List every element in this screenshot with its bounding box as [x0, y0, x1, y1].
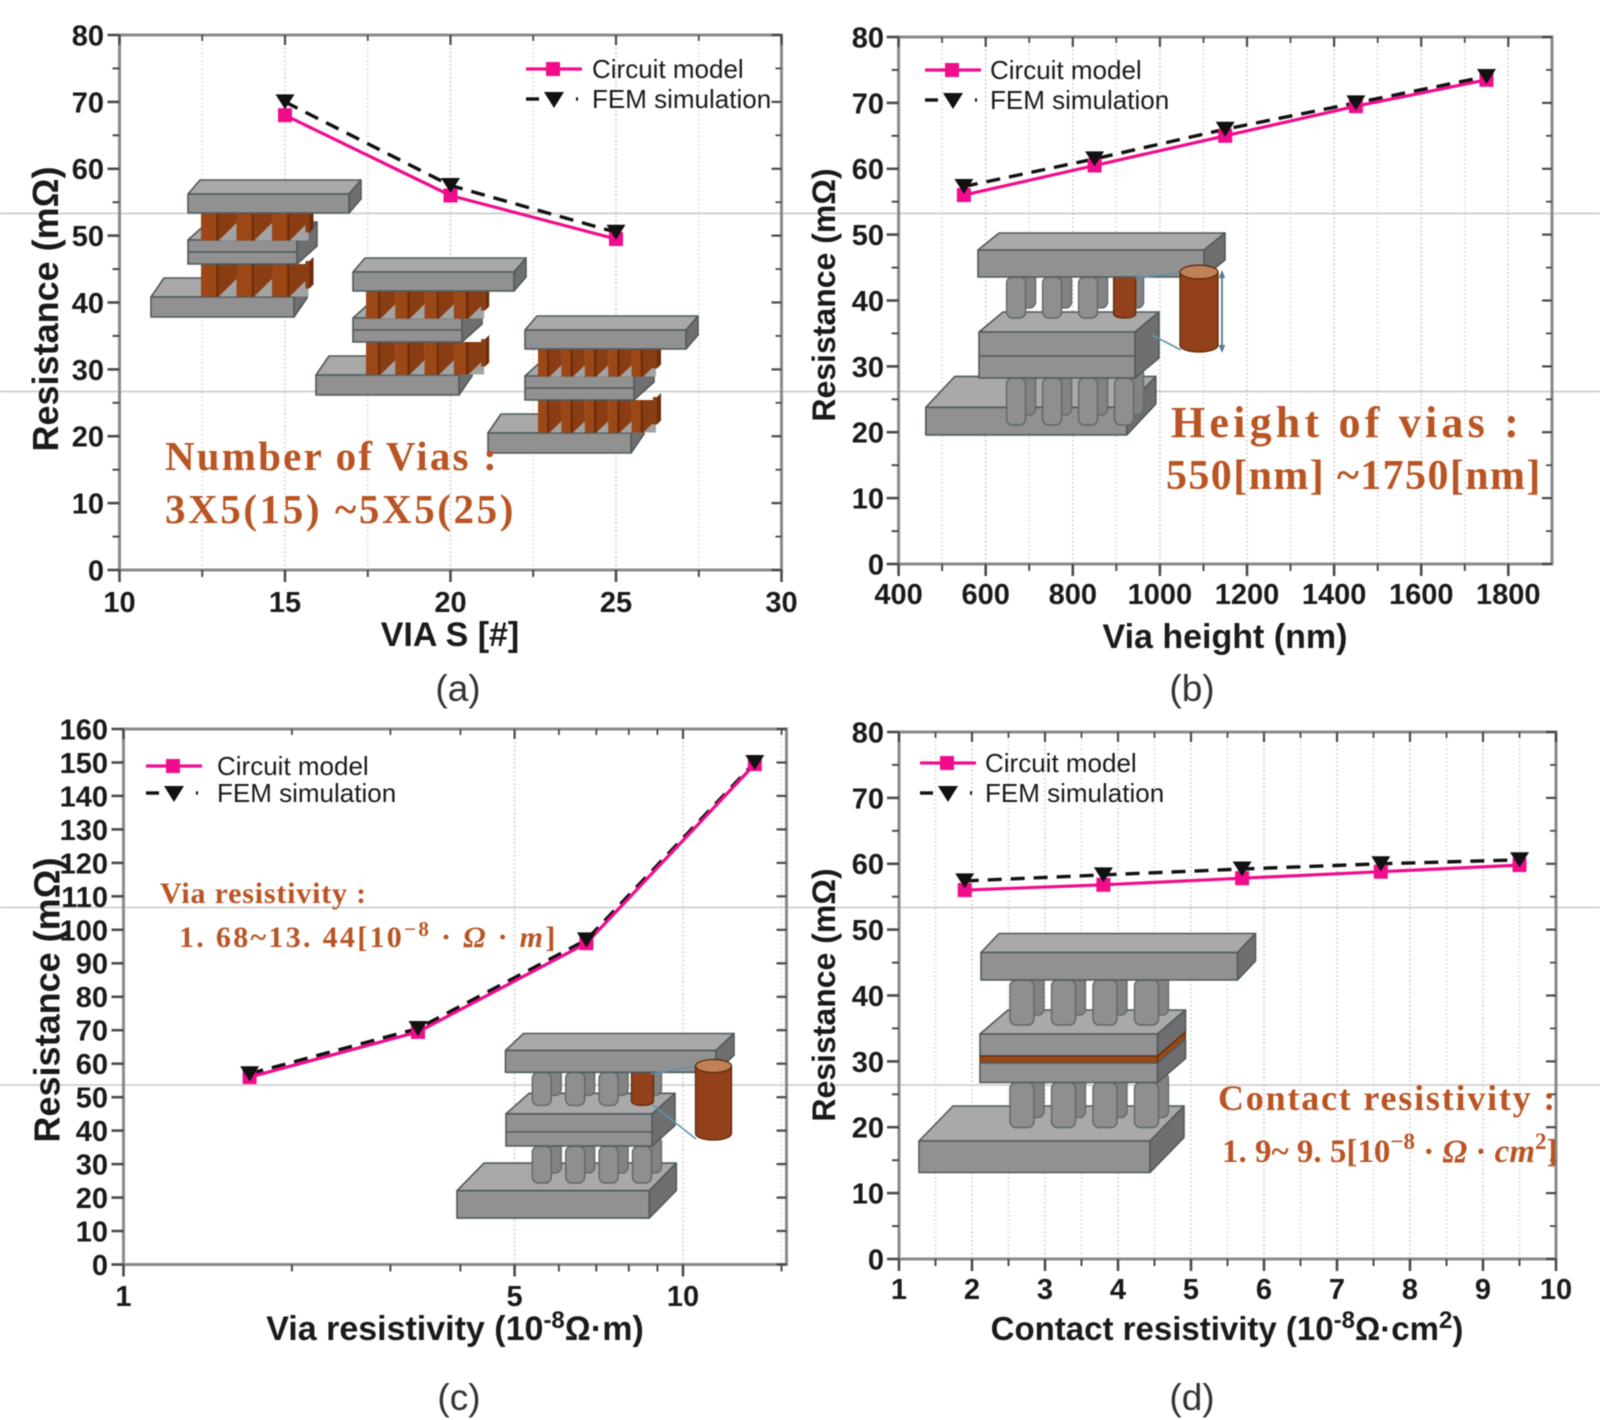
svg-text:1000: 1000	[1128, 579, 1193, 611]
svg-text:FEM simulation: FEM simulation	[217, 778, 396, 808]
svg-text:600: 600	[962, 579, 1010, 611]
svg-text:40: 40	[72, 288, 104, 320]
svg-text:120: 120	[60, 848, 108, 880]
svg-text:160: 160	[60, 714, 108, 746]
svg-text:Height of vias :: Height of vias :	[1171, 398, 1523, 447]
svg-text:Contact resistivity (10-8Ω·cm2: Contact resistivity (10-8Ω·cm2)	[991, 1307, 1464, 1347]
svg-text:50: 50	[852, 915, 884, 947]
svg-text:(d): (d)	[1169, 1377, 1214, 1418]
svg-text:(b): (b)	[1169, 668, 1214, 709]
svg-text:Circuit model: Circuit model	[990, 55, 1142, 85]
svg-text:80: 80	[852, 22, 884, 54]
svg-text:70: 70	[72, 87, 104, 119]
svg-text:Circuit model: Circuit model	[985, 748, 1137, 778]
svg-text:70: 70	[852, 783, 884, 815]
svg-text:80: 80	[852, 717, 884, 749]
svg-text:25: 25	[600, 587, 632, 619]
svg-text:9: 9	[1475, 1274, 1491, 1306]
svg-text:400: 400	[874, 579, 922, 611]
svg-text:60: 60	[72, 154, 104, 186]
svg-text:1: 1	[891, 1274, 907, 1306]
svg-text:20: 20	[434, 587, 466, 619]
svg-text:100: 100	[60, 915, 108, 947]
svg-text:1400: 1400	[1302, 579, 1367, 611]
svg-text:70: 70	[852, 88, 884, 120]
svg-text:15: 15	[269, 587, 301, 619]
svg-text:Via height (nm): Via height (nm)	[1103, 618, 1348, 656]
svg-text:6: 6	[1256, 1274, 1272, 1306]
svg-text:30: 30	[852, 1047, 884, 1079]
svg-text:FEM simulation: FEM simulation	[592, 84, 771, 114]
svg-text:5: 5	[507, 1281, 523, 1313]
svg-text:150: 150	[60, 748, 108, 780]
svg-text:8: 8	[1402, 1274, 1418, 1306]
svg-text:2: 2	[964, 1274, 980, 1306]
svg-text:VIA S [#]: VIA S [#]	[381, 616, 520, 654]
svg-text:(c): (c)	[437, 1377, 480, 1418]
svg-text:7: 7	[1329, 1274, 1345, 1306]
svg-text:30: 30	[72, 355, 104, 387]
svg-text:10: 10	[667, 1281, 699, 1313]
svg-text:10: 10	[1540, 1274, 1572, 1306]
svg-text:70: 70	[76, 1016, 108, 1048]
svg-text:20: 20	[72, 422, 104, 454]
svg-text:40: 40	[76, 1116, 108, 1148]
svg-text:20: 20	[852, 1113, 884, 1145]
svg-text:0: 0	[868, 549, 884, 581]
svg-text:Circuit model: Circuit model	[592, 54, 744, 84]
svg-text:80: 80	[72, 20, 104, 52]
svg-text:FEM simulation: FEM simulation	[990, 85, 1169, 115]
svg-text:0: 0	[88, 555, 104, 587]
svg-text:80: 80	[76, 982, 108, 1014]
svg-text:Number of Vias :: Number of Vias :	[165, 433, 499, 479]
svg-text:1. 9~ 9. 5[10−8 · Ω · cm2]: 1. 9~ 9. 5[10−8 · Ω · cm2]	[1222, 1129, 1558, 1170]
svg-text:20: 20	[852, 418, 884, 450]
svg-text:30: 30	[852, 352, 884, 384]
svg-text:Via resistivity :: Via resistivity :	[160, 877, 367, 910]
svg-text:40: 40	[852, 981, 884, 1013]
svg-text:Resistance (mΩ): Resistance (mΩ)	[25, 167, 66, 452]
svg-text:3X5(15) ~5X5(25): 3X5(15) ~5X5(25)	[165, 486, 516, 532]
svg-text:10: 10	[103, 587, 135, 619]
svg-text:Via resistivity (10-8Ω·m): Via resistivity (10-8Ω·m)	[266, 1307, 644, 1348]
svg-text:140: 140	[60, 781, 108, 813]
svg-text:5: 5	[1183, 1274, 1199, 1306]
svg-text:FEM simulation: FEM simulation	[985, 778, 1164, 808]
svg-text:Contact resistivity :: Contact resistivity :	[1218, 1078, 1557, 1118]
svg-text:1200: 1200	[1215, 579, 1280, 611]
svg-text:50: 50	[852, 220, 884, 252]
svg-text:30: 30	[765, 587, 797, 619]
svg-text:10: 10	[76, 1217, 108, 1249]
svg-text:Circuit model: Circuit model	[217, 751, 369, 781]
svg-text:1800: 1800	[1476, 579, 1541, 611]
svg-text:Resistance (mΩ): Resistance (mΩ)	[806, 868, 842, 1121]
svg-text:90: 90	[76, 949, 108, 981]
svg-text:60: 60	[852, 849, 884, 881]
svg-text:3: 3	[1037, 1274, 1053, 1306]
svg-text:20: 20	[76, 1183, 108, 1215]
svg-text:Resistance (mΩ): Resistance (mΩ)	[806, 168, 842, 421]
svg-text:110: 110	[61, 882, 108, 914]
svg-text:550[nm] ~1750[nm]: 550[nm] ~1750[nm]	[1166, 453, 1542, 499]
svg-text:1: 1	[115, 1281, 131, 1313]
svg-text:(a): (a)	[435, 668, 480, 709]
svg-text:0: 0	[92, 1250, 108, 1282]
svg-text:130: 130	[60, 815, 108, 847]
svg-text:40: 40	[852, 286, 884, 318]
svg-text:10: 10	[72, 489, 104, 521]
svg-text:60: 60	[852, 154, 884, 186]
svg-text:800: 800	[1049, 579, 1097, 611]
svg-text:50: 50	[76, 1083, 108, 1115]
svg-text:10: 10	[852, 484, 884, 516]
svg-text:10: 10	[852, 1179, 884, 1211]
svg-text:Resistance (mΩ): Resistance (mΩ)	[27, 858, 68, 1143]
svg-text:60: 60	[76, 1049, 108, 1081]
svg-text:30: 30	[76, 1150, 108, 1182]
svg-text:0: 0	[868, 1244, 884, 1276]
svg-text:1600: 1600	[1389, 579, 1454, 611]
svg-text:1. 68~13. 44[10−8 · Ω · m]: 1. 68~13. 44[10−8 · Ω · m]	[179, 917, 558, 954]
svg-text:4: 4	[1110, 1274, 1126, 1306]
svg-text:50: 50	[72, 221, 104, 253]
